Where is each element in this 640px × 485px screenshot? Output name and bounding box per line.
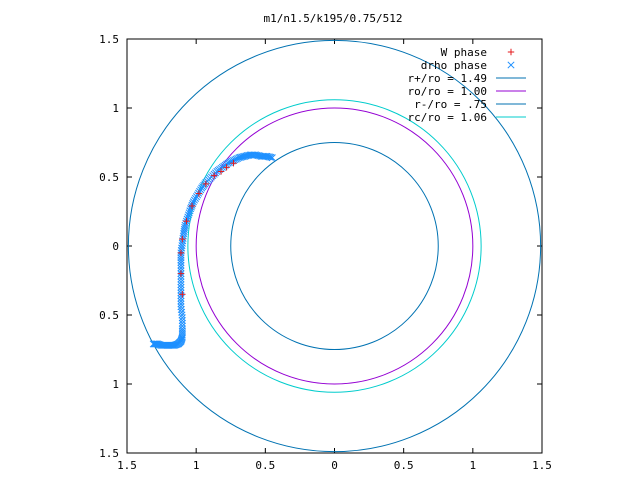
chart-title: m1/n1.5/k195/0.75/512	[263, 12, 402, 25]
data-point	[217, 168, 225, 175]
data-point	[239, 153, 247, 161]
data-point	[183, 217, 190, 225]
data-point	[236, 153, 244, 161]
data-point	[177, 289, 185, 297]
x-tick-label: 0.5	[255, 459, 275, 472]
legend-label: r-/ro = .75	[414, 98, 487, 111]
data-point	[177, 300, 185, 308]
data-point	[210, 172, 218, 179]
data-point	[265, 153, 274, 161]
y-tick-label: 0	[112, 240, 119, 253]
data-point	[184, 213, 192, 221]
data-point	[185, 209, 193, 217]
data-point	[177, 297, 185, 305]
data-point	[230, 160, 237, 167]
data-point	[177, 303, 185, 311]
legend-label: r+/ro = 1.49	[408, 72, 487, 85]
circle-ro-ring	[195, 107, 474, 385]
x-tick-label: 1	[193, 459, 200, 472]
legend-label: ro/ro = 1.00	[408, 85, 487, 98]
data-point	[252, 151, 260, 159]
x-tick-label: 1.5	[117, 459, 137, 472]
data-point	[253, 151, 261, 159]
legend-label: W phase	[441, 46, 487, 59]
data-point	[177, 294, 185, 302]
data-point	[178, 322, 186, 330]
data-point	[179, 235, 186, 243]
data-point	[177, 249, 185, 257]
data-point	[268, 154, 276, 162]
data-point	[188, 202, 196, 210]
legend-label: drho phase	[421, 59, 487, 72]
data-point	[238, 153, 246, 161]
x-tick-label: 0.5	[394, 459, 414, 472]
data-point	[177, 283, 185, 291]
data-point	[267, 153, 275, 161]
legend-marker-swatch	[507, 48, 515, 56]
data-point	[178, 325, 186, 333]
data-point	[264, 153, 272, 161]
data-point	[241, 152, 249, 160]
data-point	[179, 291, 186, 298]
data-point	[178, 319, 186, 327]
data-point	[177, 292, 185, 300]
legend-marker-swatch	[507, 61, 515, 69]
y-tick-label: 0.5	[99, 171, 119, 184]
data-point	[177, 286, 185, 294]
data-point	[202, 180, 210, 188]
x-tick-label: 0	[331, 459, 338, 472]
axis-ticks: 1.5 1 0.5 0 0.5 1 1.51.510.500.511.5	[99, 33, 552, 472]
legend-label: rc/ro = 1.06	[408, 111, 487, 124]
data-point	[235, 154, 243, 162]
data-point	[177, 278, 185, 286]
y-tick-label: 1	[112, 102, 119, 115]
circle-r-ring	[230, 142, 439, 350]
data-point	[177, 261, 185, 269]
circle-r-ring	[127, 39, 542, 453]
data-point	[195, 190, 203, 197]
series-drho-phase	[149, 151, 276, 349]
data-point	[181, 221, 189, 229]
x-tick-label: 1.5	[532, 459, 552, 472]
y-tick-label: 1.5	[99, 33, 119, 46]
y-tick-label: 1.5	[99, 447, 119, 460]
data-point	[185, 211, 193, 219]
data-point	[242, 152, 250, 160]
data-point	[177, 281, 185, 289]
reference-circles	[127, 39, 542, 453]
data-point	[263, 152, 271, 160]
data-series	[149, 151, 276, 349]
y-tick-label: 0.5	[99, 309, 119, 322]
data-point	[177, 270, 185, 277]
data-point	[181, 223, 189, 231]
data-point	[223, 164, 230, 171]
circle-rc-ring	[187, 99, 482, 393]
series-w-phase	[177, 160, 237, 298]
data-point	[177, 305, 185, 314]
x-tick-label: 1	[470, 459, 477, 472]
y-tick-label: 1	[112, 378, 119, 391]
data-point	[178, 316, 186, 325]
data-point	[177, 264, 185, 272]
data-point	[177, 275, 185, 283]
